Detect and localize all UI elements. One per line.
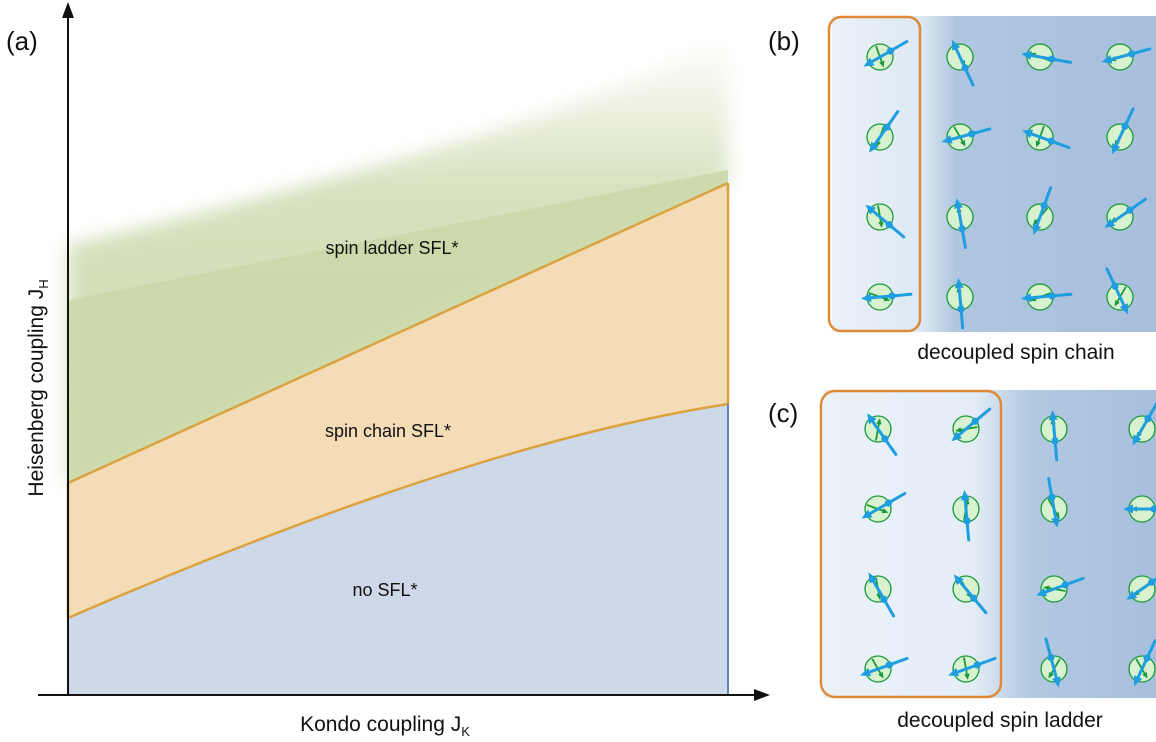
panel-c: (c) decoupled spin ladder: [768, 390, 1156, 732]
x-axis-label-subscript: K: [461, 724, 470, 739]
x-axis-label: Kondo coupling JK: [300, 713, 470, 739]
panel-label-b: (b): [768, 26, 800, 56]
caption-c: decoupled spin ladder: [897, 709, 1103, 732]
panel-label-a: (a): [6, 26, 38, 56]
y-axis-arrowhead: [62, 2, 74, 18]
region-label-chain: spin chain SFL*: [325, 421, 451, 441]
panel-label-c: (c): [768, 398, 798, 428]
y-axis-label-subscript: H: [36, 279, 51, 288]
x-axis-arrowhead: [754, 689, 770, 701]
y-axis-label: Heisenberg coupling JH: [25, 279, 51, 496]
caption-b: decoupled spin chain: [917, 341, 1114, 364]
region-label-ladder: spin ladder SFL*: [325, 238, 458, 258]
region-label-none: no SFL*: [352, 580, 417, 600]
panel-b: (b) decoupled spin chain: [768, 16, 1156, 364]
phase-diagram: spin ladder SFL* spin chain SFL* no SFL*…: [6, 2, 770, 739]
y-axis-label-main: Heisenberg coupling J: [25, 289, 48, 497]
x-axis-label-main: Kondo coupling J: [300, 713, 461, 736]
